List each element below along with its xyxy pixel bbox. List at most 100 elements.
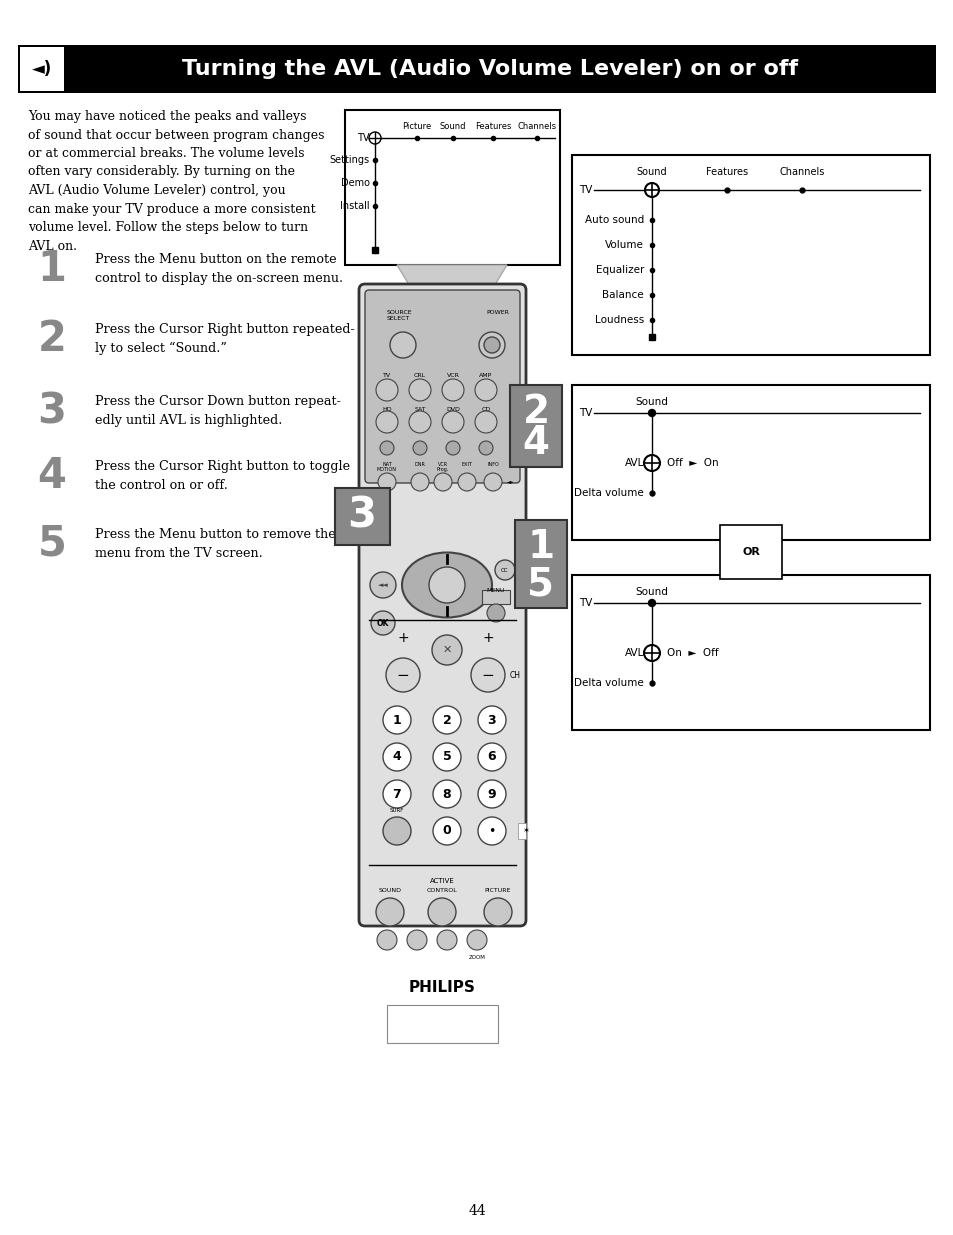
- Text: 3: 3: [37, 390, 67, 432]
- Circle shape: [432, 635, 461, 664]
- Circle shape: [382, 781, 411, 808]
- Text: TV: TV: [357, 133, 370, 143]
- Text: Sound: Sound: [635, 396, 668, 408]
- Circle shape: [446, 441, 459, 454]
- Text: 2: 2: [522, 393, 549, 431]
- Text: 5: 5: [442, 751, 451, 763]
- Bar: [387, 1005, 497, 1044]
- FancyBboxPatch shape: [358, 284, 525, 926]
- Text: HD: HD: [382, 408, 392, 412]
- Text: Press the Cursor Down button repeat-
edly until AVL is highlighted.: Press the Cursor Down button repeat- edl…: [95, 395, 340, 427]
- Text: ZOOM: ZOOM: [468, 955, 485, 960]
- Circle shape: [386, 658, 419, 692]
- Circle shape: [376, 930, 396, 950]
- Circle shape: [390, 332, 416, 358]
- Text: ✕: ✕: [442, 645, 451, 655]
- Text: You may have noticed the peaks and valleys
of sound that occur between program c: You may have noticed the peaks and valle…: [28, 110, 324, 252]
- Text: CD: CD: [481, 408, 490, 412]
- Text: +: +: [396, 631, 409, 645]
- Circle shape: [433, 781, 460, 808]
- Text: TV: TV: [382, 373, 391, 378]
- Circle shape: [483, 337, 499, 353]
- Text: AVL: AVL: [624, 648, 643, 658]
- Circle shape: [433, 706, 460, 734]
- Bar: [481, 590, 510, 604]
- Text: NAT
MOTION: NAT MOTION: [376, 462, 396, 473]
- Text: OR: OR: [741, 547, 760, 557]
- Text: INFO: INFO: [487, 462, 498, 467]
- Text: Press the Cursor Right button repeated-
ly to select “Sound.”: Press the Cursor Right button repeated- …: [95, 324, 355, 356]
- Circle shape: [413, 441, 427, 454]
- Text: •: •: [488, 825, 496, 837]
- Bar: [18, 44, 935, 93]
- Circle shape: [370, 572, 395, 598]
- Circle shape: [457, 473, 476, 492]
- Text: Press the Cursor Right button to toggle
the control on or off.: Press the Cursor Right button to toggle …: [95, 459, 350, 492]
- Text: ◄•: ◄•: [507, 479, 515, 484]
- Circle shape: [441, 379, 463, 401]
- Circle shape: [495, 559, 515, 580]
- Circle shape: [478, 441, 493, 454]
- Circle shape: [477, 818, 505, 845]
- Circle shape: [483, 898, 512, 926]
- Text: 8: 8: [442, 788, 451, 800]
- Text: 7: 7: [393, 788, 401, 800]
- Text: 0: 0: [442, 825, 451, 837]
- Text: Demo: Demo: [340, 178, 370, 188]
- Text: CH: CH: [510, 671, 520, 679]
- Circle shape: [471, 658, 504, 692]
- Circle shape: [379, 441, 394, 454]
- Text: Features: Features: [475, 122, 511, 131]
- Circle shape: [433, 818, 460, 845]
- Text: SOUND: SOUND: [378, 888, 401, 893]
- Bar: [510, 385, 561, 467]
- Text: Press the Menu button to remove the
menu from the TV screen.: Press the Menu button to remove the menu…: [95, 529, 335, 559]
- Circle shape: [382, 706, 411, 734]
- Circle shape: [434, 473, 452, 492]
- Circle shape: [433, 743, 460, 771]
- Polygon shape: [396, 266, 506, 354]
- Text: Channels: Channels: [517, 122, 556, 131]
- Text: POWER: POWER: [486, 310, 509, 315]
- Text: Loudness: Loudness: [594, 315, 643, 325]
- Text: VCR
Prog.: VCR Prog.: [436, 462, 449, 473]
- Bar: [572, 385, 929, 540]
- Circle shape: [375, 379, 397, 401]
- Text: CRL: CRL: [414, 373, 426, 378]
- Circle shape: [486, 604, 504, 622]
- Text: ◄◄: ◄◄: [377, 582, 388, 588]
- Text: PHILIPS: PHILIPS: [408, 981, 475, 995]
- Text: 5: 5: [527, 564, 554, 603]
- Circle shape: [375, 411, 397, 433]
- Text: Balance: Balance: [601, 290, 643, 300]
- Circle shape: [477, 706, 505, 734]
- Text: Auto sound: Auto sound: [584, 215, 643, 225]
- Text: Settings: Settings: [330, 156, 370, 165]
- Circle shape: [411, 473, 429, 492]
- Circle shape: [377, 473, 395, 492]
- Bar: [335, 488, 390, 545]
- Text: 6: 6: [487, 751, 496, 763]
- Text: Delta volume: Delta volume: [574, 678, 643, 688]
- Text: VCR: VCR: [446, 373, 459, 378]
- Text: CONTROL: CONTROL: [426, 888, 456, 893]
- Text: +: +: [481, 631, 494, 645]
- Text: 2: 2: [37, 317, 67, 359]
- Text: 1: 1: [527, 529, 554, 566]
- Text: ✶: ✶: [521, 826, 529, 836]
- Text: Volume: Volume: [604, 240, 643, 249]
- Text: SOURCE
SELECT: SOURCE SELECT: [387, 310, 413, 321]
- Circle shape: [375, 898, 403, 926]
- Text: Features: Features: [705, 167, 747, 177]
- Bar: [572, 576, 929, 730]
- Circle shape: [429, 567, 464, 603]
- Text: Press the Menu button on the remote
control to display the on-screen menu.: Press the Menu button on the remote cont…: [95, 253, 343, 285]
- Text: EXIT: EXIT: [461, 462, 472, 467]
- Bar: [20, 47, 64, 91]
- Text: ACTIVE: ACTIVE: [429, 878, 454, 884]
- Text: Channels: Channels: [779, 167, 823, 177]
- Text: 4: 4: [393, 751, 401, 763]
- Circle shape: [409, 379, 431, 401]
- Text: DNR: DNR: [415, 462, 425, 467]
- Circle shape: [475, 411, 497, 433]
